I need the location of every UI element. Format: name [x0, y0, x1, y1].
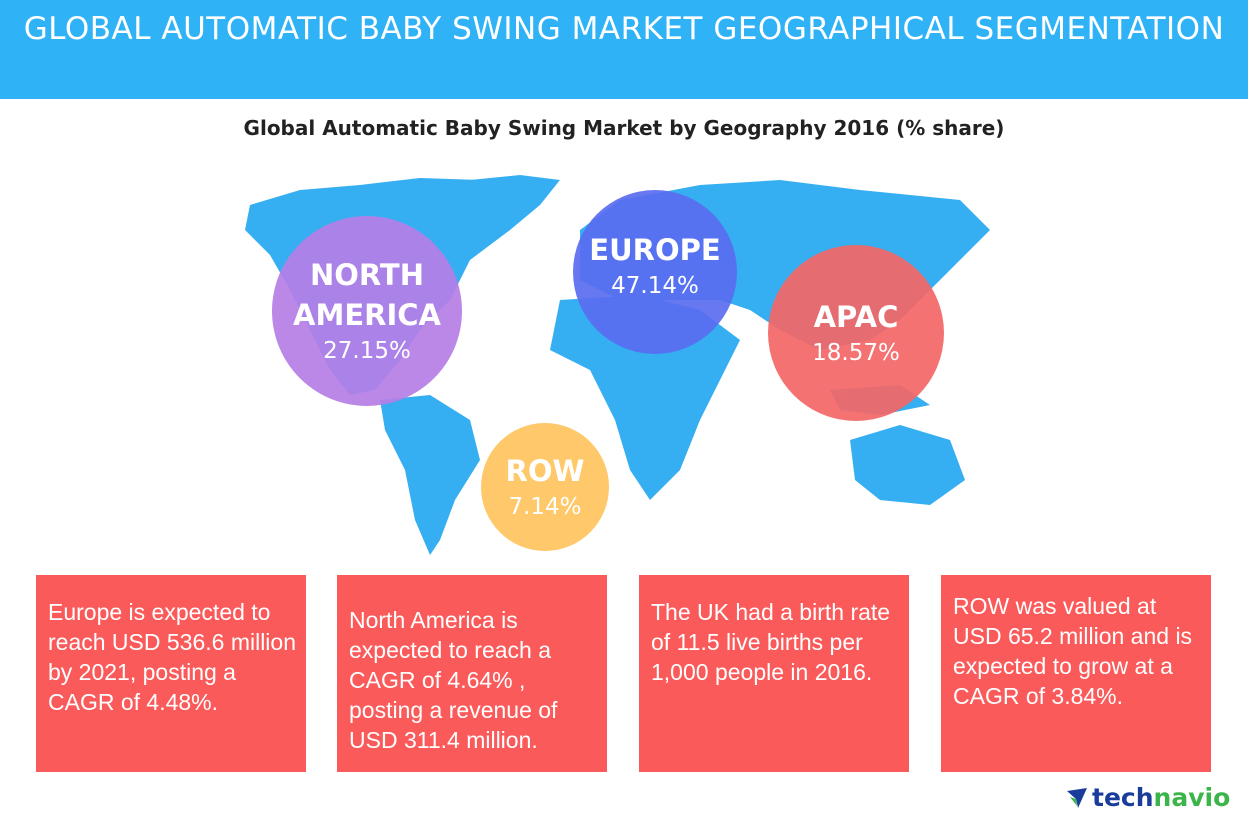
- bubble-apac: APAC 18.57%: [768, 245, 944, 421]
- map-africa: [550, 295, 740, 500]
- fact-box-uk: The UK had a birth rate of 11.5 live bir…: [639, 575, 909, 772]
- bubble-label: NORTH AMERICA: [293, 258, 441, 332]
- bubble-value: 18.57%: [812, 340, 900, 366]
- logo-text-tech: tech: [1092, 783, 1154, 812]
- logo-text-navio: navio: [1153, 783, 1231, 812]
- map-greenland: [470, 175, 560, 215]
- map-south-america: [380, 395, 480, 555]
- chart-title: Global Automatic Baby Swing Market by Ge…: [243, 116, 1005, 140]
- bubble-europe: EUROPE 47.14%: [573, 190, 737, 354]
- technavio-logo: tech navio: [1066, 783, 1230, 812]
- technavio-logo-icon: [1067, 787, 1087, 808]
- bubble-value: 47.14%: [611, 273, 699, 299]
- fact-box-north-america: North America is expected to reach a CAG…: [337, 575, 607, 772]
- header-title: GLOBAL AUTOMATIC BABY SWING MARKET GEOGR…: [23, 11, 1225, 47]
- page-header: GLOBAL AUTOMATIC BABY SWING MARKET GEOGR…: [0, 0, 1248, 99]
- fact-box-row: ROW was valued at USD 65.2 million and i…: [941, 575, 1211, 772]
- bubble-row: ROW 7.14%: [481, 423, 609, 551]
- bubble-value: 27.15%: [323, 338, 411, 364]
- bubble-value: 7.14%: [508, 494, 582, 520]
- fact-box-europe: Europe is expected to reach USD 536.6 mi…: [36, 575, 306, 772]
- bubble-label: EUROPE: [589, 233, 721, 267]
- bubble-north-america: NORTH AMERICA 27.15%: [272, 216, 462, 406]
- bubble-label: ROW: [505, 454, 585, 488]
- bubble-label: APAC: [813, 300, 899, 334]
- map-australia: [850, 425, 965, 505]
